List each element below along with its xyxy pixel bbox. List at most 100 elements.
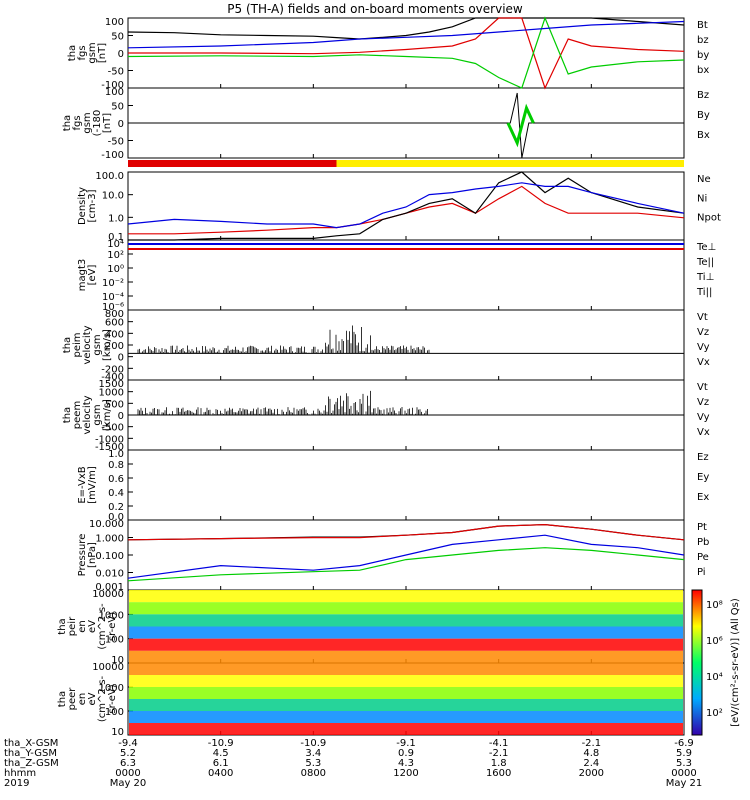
spectrogram-band [129, 650, 683, 663]
legend-entry: by [697, 50, 709, 61]
mode-bar-slow [128, 160, 337, 167]
y-axis-label: Pressure [77, 534, 88, 577]
y-axis-label: tha [62, 115, 73, 131]
spectrogram-band [129, 602, 683, 615]
x-axis-value: -10.9 [300, 738, 326, 749]
spectrogram [129, 663, 683, 735]
y-axis-label: magt3 [77, 259, 88, 292]
legend-entry: Ti⊥ [696, 272, 714, 283]
x-axis-value: 0000 [671, 768, 696, 779]
y-tick-label: 100.0 [95, 171, 124, 182]
y-axis-label: tha [57, 618, 68, 634]
y-axis-label: peim [72, 332, 83, 357]
y-tick-label: 10.0 [102, 191, 124, 202]
y-tick-label: 1500 [99, 379, 124, 390]
y-axis-label: [nT] [97, 43, 108, 63]
series-line-Ni [128, 171, 685, 241]
panel-frame [127, 309, 685, 381]
y-tick-label: -100 [101, 80, 124, 91]
y-axis-label: [nPa] [87, 542, 98, 568]
y-axis-label: (cm^2-s- [97, 675, 108, 722]
y-tick-label: 1.0 [108, 213, 124, 224]
x-axis-value: 6.1 [213, 758, 229, 769]
y-axis-label: velocity [82, 395, 93, 434]
y-tick-label: -400 [101, 372, 124, 383]
y-tick-label: 0.100 [95, 551, 124, 562]
spectrogram-band [129, 699, 683, 711]
y-tick-label: -200 [101, 364, 124, 375]
y-tick-label: 10⁻² [102, 278, 124, 289]
y-tick-label: 800 [105, 309, 124, 320]
y-axis-label: E=-VxB [77, 466, 88, 503]
y-axis-label: tha [62, 337, 73, 353]
y-tick-label: 1000 [99, 610, 124, 621]
panel-efield: 1.00.8 0.6 0.4 0.20.0 E=-VxB [mV/m] Ez Ey Ex [77, 449, 709, 523]
y-tick-label: 0.1 [108, 232, 124, 243]
series-line-Pb [127, 523, 685, 541]
y-tick-label: 600 [105, 318, 124, 329]
x-axis-row-label: tha_X-GSM [4, 738, 58, 749]
y-tick-label: 0.6 [108, 474, 124, 485]
legend-entry: Vt [697, 382, 708, 393]
y-axis-label: (-180 [92, 110, 103, 137]
y-axis-label: en [77, 620, 88, 633]
x-axis-value: -10.9 [208, 738, 234, 749]
series-line-Ne [128, 185, 685, 235]
legend-entry: Ni [697, 193, 707, 204]
y-axis-label: [km/s] [102, 329, 113, 361]
y-tick-label: 100 [105, 17, 124, 28]
x-axis-row-label: tha_Y-GSM [4, 748, 57, 759]
y-tick-label: 10⁻⁴ [102, 292, 124, 303]
legend-entry: Vz [697, 327, 709, 338]
y-axis-label: [nT] [102, 113, 113, 133]
y-axis-label: fgs [77, 45, 88, 60]
legend-entry: Bt [697, 20, 708, 31]
mode-bar-fast [336, 160, 684, 167]
y-tick-label: 10 [111, 655, 124, 666]
y-tick-label: 10² [107, 250, 124, 261]
y-tick-label: 10000 [92, 589, 124, 600]
y-tick-label: 0.0 [108, 512, 124, 523]
y-axis-label: tha [62, 407, 73, 423]
x-axis-value: 0000 [115, 768, 140, 779]
legend-entry: Ne [697, 174, 711, 185]
x-axis-value: 5.9 [676, 748, 692, 759]
y-axis-label: (cm^2-s- [97, 603, 108, 650]
y-axis-label: [cm-3] [87, 189, 98, 222]
x-axis-value: 5.2 [120, 748, 136, 759]
y-tick-label: 10⁰ [107, 264, 124, 275]
x-axis-value: 5.3 [305, 758, 321, 769]
y-axis-label: peir [67, 616, 78, 636]
y-tick-label: 100 [105, 707, 124, 718]
y-axis-label: eV [87, 692, 98, 705]
y-axis-label: sr-eV) [107, 684, 118, 713]
spectrogram-band [129, 626, 683, 639]
spectrogram-band [129, 614, 683, 627]
panel-pressure: 10.000 1.000 0.100 0.010 0.001 Pressure [nPa] P… [77, 519, 709, 593]
y-tick-label: -1000 [95, 434, 124, 445]
y-axis-label: gsm [92, 334, 103, 355]
x-axis-value: -6.9 [674, 738, 694, 749]
spectrogram-band [129, 687, 683, 699]
spectrogram [129, 590, 683, 663]
legend-entry: Pe [697, 552, 709, 563]
spectrogram-band [129, 663, 683, 675]
y-tick-label: 1.0 [108, 449, 124, 460]
y-tick-label: 10.000 [89, 519, 124, 530]
y-axis-label: gsm [92, 404, 103, 425]
legend-entry: Bz [697, 90, 709, 101]
x-axis-value: -9.1 [396, 738, 416, 749]
y-tick-label: 400 [105, 329, 124, 340]
y-tick-label: 50 [111, 102, 124, 113]
y-axis-label: gsm [87, 42, 98, 63]
spectrogram-band [129, 590, 683, 603]
y-tick-label: 50 [111, 32, 124, 43]
series-line-Pe [127, 547, 685, 582]
y-axis-label: Density [77, 187, 88, 225]
series-line-bz [128, 17, 685, 90]
legend-entry: Vz [697, 397, 709, 408]
colorbar-tick-label: 10² [706, 708, 723, 719]
